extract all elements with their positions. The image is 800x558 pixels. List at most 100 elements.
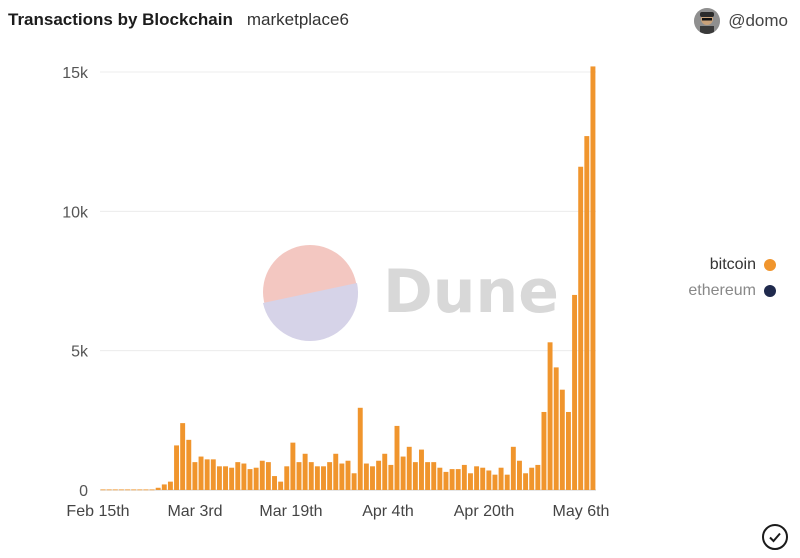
bar-bitcoin[interactable] bbox=[278, 481, 284, 490]
bar-bitcoin[interactable] bbox=[357, 407, 363, 490]
bar-bitcoin[interactable] bbox=[461, 464, 467, 490]
bar-bitcoin[interactable] bbox=[161, 484, 167, 490]
legend-item-ethereum[interactable]: ethereum bbox=[688, 282, 776, 300]
bar-bitcoin[interactable] bbox=[590, 66, 596, 491]
bar-bitcoin[interactable] bbox=[400, 456, 406, 490]
bar-bitcoin[interactable] bbox=[131, 489, 137, 491]
bar-bitcoin[interactable] bbox=[425, 462, 431, 490]
bar-bitcoin[interactable] bbox=[351, 473, 357, 490]
bar-bitcoin[interactable] bbox=[498, 467, 504, 490]
bar-bitcoin[interactable] bbox=[186, 439, 192, 490]
bar-bitcoin[interactable] bbox=[118, 489, 124, 491]
bar-bitcoin[interactable] bbox=[174, 445, 179, 490]
bar-bitcoin[interactable] bbox=[363, 463, 369, 490]
bar-bitcoin[interactable] bbox=[474, 466, 480, 490]
check-circle-icon[interactable] bbox=[762, 524, 788, 550]
bar-bitcoin[interactable] bbox=[253, 467, 259, 490]
x-tick-label: Apr 4th bbox=[362, 503, 414, 520]
bar-bitcoin[interactable] bbox=[112, 489, 118, 491]
bar-bitcoin[interactable] bbox=[388, 464, 394, 490]
bar-bitcoin[interactable] bbox=[210, 459, 216, 490]
bar-bitcoin[interactable] bbox=[229, 467, 235, 490]
bar-bitcoin[interactable] bbox=[198, 456, 204, 490]
chart-header: Transactions by Blockchain marketplace6 bbox=[8, 10, 349, 36]
bar-bitcoin[interactable] bbox=[565, 411, 571, 490]
bar-bitcoin[interactable] bbox=[449, 469, 455, 490]
bar-bitcoin[interactable] bbox=[216, 466, 222, 490]
bar-bitcoin[interactable] bbox=[223, 466, 228, 490]
bar-bitcoin[interactable] bbox=[578, 166, 584, 490]
y-tick-label: 10k bbox=[62, 204, 89, 221]
bar-bitcoin[interactable] bbox=[284, 466, 290, 490]
bar-bitcoin[interactable] bbox=[584, 136, 590, 490]
bar-bitcoin[interactable] bbox=[125, 489, 131, 491]
bar-bitcoin[interactable] bbox=[167, 481, 173, 490]
bar-bitcoin[interactable] bbox=[314, 466, 320, 490]
user-avatar-icon bbox=[694, 8, 721, 34]
bar-bitcoin[interactable] bbox=[480, 467, 486, 490]
bar-bitcoin[interactable] bbox=[149, 489, 155, 491]
user-profile-link[interactable]: @domo bbox=[694, 8, 788, 34]
bar-bitcoin[interactable] bbox=[376, 460, 382, 490]
bar-bitcoin[interactable] bbox=[302, 453, 308, 490]
x-tick-label: Mar 19th bbox=[259, 503, 322, 520]
bar-bitcoin[interactable] bbox=[265, 462, 271, 490]
bar-bitcoin[interactable] bbox=[235, 462, 241, 490]
bar-bitcoin[interactable] bbox=[443, 471, 449, 490]
x-tick-label: Mar 3rd bbox=[167, 503, 222, 520]
legend-item-bitcoin[interactable]: bitcoin bbox=[688, 256, 776, 274]
bar-bitcoin[interactable] bbox=[455, 469, 461, 490]
bar-bitcoin[interactable] bbox=[192, 462, 198, 490]
bar-bitcoin[interactable] bbox=[492, 474, 498, 490]
bar-bitcoin[interactable] bbox=[406, 446, 412, 490]
bar-bitcoin[interactable] bbox=[529, 467, 535, 490]
bar-bitcoin[interactable] bbox=[290, 442, 296, 490]
bar-bitcoin[interactable] bbox=[468, 473, 473, 490]
chart-subtitle: marketplace6 bbox=[246, 10, 349, 29]
bar-bitcoin[interactable] bbox=[308, 462, 314, 490]
bar-bitcoin[interactable] bbox=[137, 489, 143, 491]
bar-bitcoin[interactable] bbox=[517, 460, 522, 490]
bar-bitcoin[interactable] bbox=[486, 470, 492, 490]
bar-bitcoin[interactable] bbox=[559, 389, 565, 490]
bar-bitcoin[interactable] bbox=[437, 467, 443, 490]
bar-bitcoin[interactable] bbox=[155, 487, 161, 490]
bar-bitcoin[interactable] bbox=[327, 462, 333, 490]
bar-bitcoin[interactable] bbox=[333, 453, 339, 490]
y-tick-label: 5k bbox=[71, 344, 89, 361]
bar-bitcoin[interactable] bbox=[547, 342, 553, 490]
bar-bitcoin[interactable] bbox=[100, 489, 106, 491]
bar-bitcoin[interactable] bbox=[572, 294, 578, 490]
legend-label-ethereum: ethereum bbox=[688, 282, 756, 299]
bar-bitcoin[interactable] bbox=[259, 460, 265, 490]
bar-bitcoin[interactable] bbox=[106, 489, 112, 491]
bar-bitcoin[interactable] bbox=[510, 446, 516, 490]
bar-bitcoin[interactable] bbox=[204, 459, 210, 490]
bar-bitcoin[interactable] bbox=[419, 449, 424, 490]
legend-dot-bitcoin bbox=[764, 259, 776, 271]
bar-bitcoin[interactable] bbox=[241, 463, 247, 490]
bar-bitcoin[interactable] bbox=[431, 462, 437, 490]
bar-bitcoin[interactable] bbox=[523, 473, 529, 490]
bar-bitcoin[interactable] bbox=[370, 466, 375, 490]
y-tick-label: 0 bbox=[79, 483, 88, 500]
bar-bitcoin[interactable] bbox=[541, 411, 547, 490]
bar-bitcoin[interactable] bbox=[345, 460, 351, 490]
bar-bitcoin[interactable] bbox=[382, 453, 388, 490]
bar-bitcoin[interactable] bbox=[321, 466, 326, 490]
bar-bitcoin[interactable] bbox=[504, 474, 510, 490]
bar-bitcoin[interactable] bbox=[553, 367, 559, 490]
bar-bitcoin[interactable] bbox=[247, 469, 253, 490]
bar-bitcoin[interactable] bbox=[339, 463, 345, 490]
chart-legend: bitcoin ethereum bbox=[688, 256, 776, 308]
x-tick-label: Feb 15th bbox=[66, 503, 129, 520]
bar-bitcoin[interactable] bbox=[296, 462, 302, 490]
bar-bitcoin[interactable] bbox=[394, 425, 400, 490]
bar-bitcoin[interactable] bbox=[272, 476, 277, 490]
transactions-bar-chart: Dune 0 5k 10k 15k Feb 15th Mar 3rd Mar 19th Ap… bbox=[62, 65, 609, 520]
bar-bitcoin[interactable] bbox=[143, 489, 149, 491]
bar-bitcoin[interactable] bbox=[412, 462, 418, 490]
bar-bitcoin[interactable] bbox=[535, 464, 541, 490]
bar-bitcoin[interactable] bbox=[180, 423, 186, 490]
x-tick-label: Apr 20th bbox=[454, 503, 514, 520]
